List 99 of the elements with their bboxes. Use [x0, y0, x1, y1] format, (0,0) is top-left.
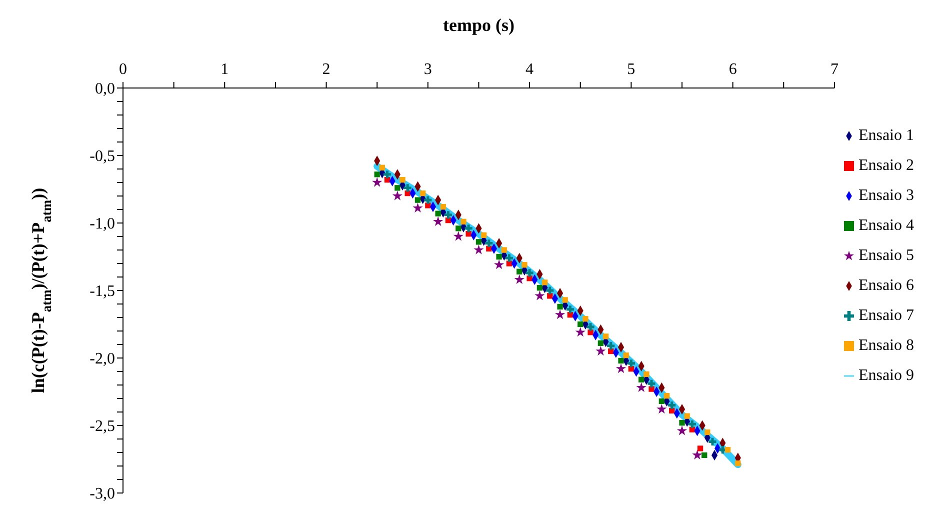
point	[412, 202, 423, 212]
point	[414, 197, 421, 203]
point	[526, 269, 534, 277]
point	[735, 460, 741, 466]
point	[400, 176, 406, 183]
legend-label: Ensaio 4	[858, 216, 914, 234]
point	[724, 446, 731, 453]
point	[501, 247, 507, 253]
point	[702, 452, 708, 458]
point	[392, 190, 402, 200]
y-tick-label: -3,0	[90, 486, 115, 503]
point	[697, 446, 704, 452]
point	[526, 276, 532, 282]
y-tick-label: -1,5	[90, 283, 115, 300]
legend-label: Ensaio 1	[858, 126, 914, 144]
point	[453, 231, 464, 241]
point	[372, 177, 382, 187]
legend-label: Ensaio 5	[858, 246, 914, 264]
point	[708, 438, 716, 446]
point	[546, 286, 554, 294]
y-tick-label: -1,0	[90, 216, 115, 233]
point	[480, 232, 487, 238]
point	[684, 413, 690, 419]
point	[679, 420, 685, 426]
point	[460, 218, 466, 224]
point	[379, 164, 385, 170]
point	[575, 327, 586, 337]
point	[432, 216, 444, 226]
x-tick-label: 6	[728, 61, 737, 78]
point	[562, 297, 568, 303]
point	[474, 244, 484, 254]
point	[505, 254, 514, 262]
point	[616, 363, 626, 374]
x-tick-label: 1	[220, 61, 229, 78]
point	[424, 196, 432, 204]
x-tick-label: 2	[322, 61, 330, 78]
point	[607, 342, 615, 350]
point	[485, 239, 493, 248]
point	[466, 230, 472, 237]
point	[656, 404, 667, 414]
legend-label: Ensaio 9	[858, 366, 914, 384]
point	[692, 450, 702, 460]
legend-label: Ensaio 3	[858, 186, 914, 204]
point	[627, 360, 635, 368]
point	[688, 420, 696, 428]
point	[383, 170, 392, 178]
point	[456, 226, 462, 232]
y-tick-label: -2,0	[90, 350, 115, 368]
point	[494, 260, 504, 270]
point	[404, 184, 412, 192]
point	[496, 254, 502, 260]
x-tick-label: 4	[526, 61, 534, 78]
point	[582, 316, 588, 322]
point	[596, 346, 606, 356]
point	[638, 376, 644, 382]
x-axis-title: tempo (s)	[442, 14, 514, 35]
point	[394, 185, 400, 191]
point	[648, 380, 656, 388]
point	[636, 382, 646, 392]
point	[514, 274, 524, 284]
point	[557, 304, 563, 310]
point	[602, 334, 609, 340]
point	[536, 284, 543, 291]
point	[534, 290, 545, 300]
legend-label: Ensaio 6	[858, 276, 914, 294]
point	[668, 401, 676, 410]
point	[444, 211, 452, 219]
x-tick-label: 0	[119, 61, 127, 78]
point	[598, 340, 604, 346]
point	[440, 204, 446, 210]
point	[566, 306, 574, 314]
point	[542, 280, 548, 286]
point	[522, 262, 528, 268]
point	[578, 321, 584, 328]
legend-label: Ensaio 2	[858, 156, 914, 174]
y-tick-label: 0,0	[95, 80, 115, 98]
point	[435, 210, 441, 216]
point	[586, 323, 594, 331]
point	[664, 392, 670, 399]
x-tick-label: 3	[424, 61, 432, 78]
legend-label: Ensaio 7	[858, 306, 914, 324]
point	[476, 239, 482, 245]
point	[658, 398, 664, 404]
point	[644, 371, 650, 378]
point	[554, 309, 566, 320]
point	[676, 426, 688, 436]
y-tick-label: -0,5	[90, 148, 115, 166]
x-tick-label: 5	[627, 61, 636, 78]
point	[618, 358, 624, 364]
point	[704, 429, 710, 436]
point	[516, 268, 522, 274]
x-tick-label: 7	[830, 61, 838, 78]
point	[623, 352, 629, 358]
y-tick-label: -2,5	[90, 418, 115, 436]
legend-label: Ensaio 8	[858, 336, 914, 354]
point	[588, 330, 594, 336]
point	[464, 224, 472, 232]
point	[374, 172, 380, 178]
point	[420, 190, 426, 196]
